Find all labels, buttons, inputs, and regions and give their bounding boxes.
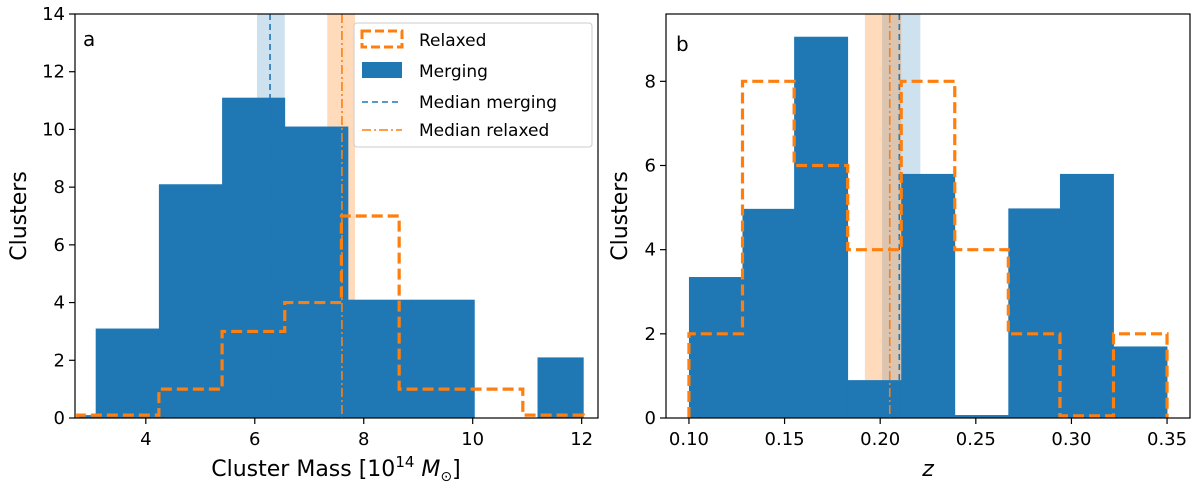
a-merging-bars (77, 97, 584, 419)
a-y-tick-label: 6 (54, 235, 65, 256)
a-merging-bar (284, 126, 349, 419)
b-merging-bar (742, 208, 795, 418)
b-panel-letter: b (676, 32, 689, 56)
legend-relaxed-swatch (360, 29, 404, 49)
a-x-tick-label: 4 (140, 429, 151, 450)
a-merging-bar (411, 299, 475, 418)
a-merging-bar (537, 357, 584, 418)
a-relaxed-outline (76, 214, 585, 418)
a-y-tick-label: 8 (54, 177, 65, 198)
b-merging-bar (954, 415, 1009, 418)
b-merging-bar (688, 277, 743, 418)
a-merging-bar (77, 415, 97, 418)
a-y-tick-label: 10 (42, 119, 65, 140)
b-merging-bars (688, 36, 1168, 418)
a-merging-bar (347, 299, 412, 418)
a-y-axis-label: Clusters (7, 171, 32, 261)
a-merging-bar (158, 184, 223, 418)
b-relaxed-step (687, 79, 1169, 418)
b-merging-bar (847, 380, 902, 418)
panel-a-mass-histogram: 4 6 8 10 12 0 2 4 6 8 10 12 14 a Clusters Cluster Ma… (7, 4, 599, 485)
a-x-axis-label: Cluster Mass [1014 M⊙] (211, 453, 460, 485)
b-relaxed-outline (687, 79, 1169, 418)
panel-b-redshift-histogram: 0.10 0.15 0.20 0.25 0.30 0.35 0 2 4 6 8 b Clusters… (608, 13, 1191, 482)
b-x-tick-label: 0.25 (956, 429, 996, 450)
b-x-tick-label: 0.30 (1051, 429, 1091, 450)
b-median-relaxed-band (864, 14, 902, 418)
b-merging-bar (1008, 208, 1061, 418)
a-y-tick-label: 0 (54, 408, 65, 429)
a-merging-bar (222, 97, 286, 418)
a-x-tick-label: 6 (249, 429, 260, 450)
b-y-tick-label: 6 (645, 156, 656, 177)
b-ticks: 0.10 0.15 0.20 0.25 0.30 0.35 0 2 4 6 8 (645, 71, 1188, 450)
a-y-tick-label: 2 (54, 350, 65, 371)
b-y-tick-label: 4 (645, 240, 656, 261)
a-x-tick-label: 12 (570, 429, 593, 450)
legend-relaxed-label: Relaxed (419, 31, 486, 51)
b-merging-bar (1113, 346, 1168, 418)
b-y-tick-label: 0 (645, 408, 656, 429)
legend-merging-swatch (362, 62, 402, 78)
b-y-tick-label: 8 (645, 71, 656, 92)
a-y-tick-label: 12 (42, 62, 65, 83)
b-merging-bar (794, 36, 849, 418)
a-y-tick-label: 4 (54, 293, 65, 314)
b-x-tick-label: 0.20 (860, 429, 900, 450)
a-merging-bar (95, 328, 160, 418)
b-y-axis-label: Clusters (608, 171, 633, 261)
b-merging-bar (1059, 173, 1114, 418)
a-panel-letter: a (83, 27, 95, 51)
b-plot-frame (665, 13, 1191, 419)
legend-median-relaxed-label: Median relaxed (419, 121, 549, 141)
legend-median-merging-label: Median merging (419, 93, 557, 113)
legend-frame (353, 22, 593, 148)
b-x-tick-label: 0.10 (669, 429, 709, 450)
a-relaxed-step (76, 214, 585, 418)
a-x-tick-label: 8 (358, 429, 369, 450)
b-x-tick-label: 0.15 (765, 429, 805, 450)
b-x-axis-label: z (921, 457, 934, 482)
a-plot-frame (74, 13, 599, 419)
b-y-tick-label: 2 (645, 324, 656, 345)
a-x-tick-label: 10 (461, 429, 484, 450)
legend-merging-label: Merging (419, 62, 488, 82)
legend: Relaxed Merging Median merging Median re… (353, 22, 593, 148)
a-y-tick-label: 14 (42, 4, 65, 25)
b-median-lines (888, 14, 901, 418)
b-merging-bar (901, 173, 956, 418)
a-ticks: 4 6 8 10 12 0 2 4 6 8 10 12 14 (42, 4, 593, 450)
b-x-tick-label: 0.35 (1147, 429, 1187, 450)
a-median-lines (269, 14, 343, 418)
